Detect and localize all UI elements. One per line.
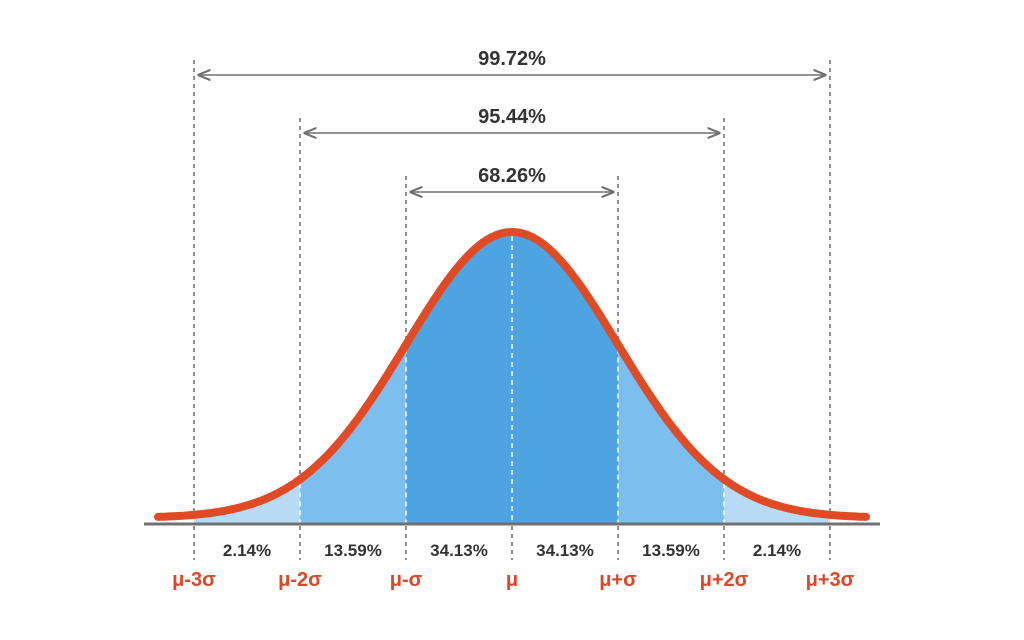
region-fill-4 — [512, 232, 618, 523]
interval-label-2: 95.44% — [478, 106, 546, 128]
interval-label-3: 68.26% — [478, 165, 546, 187]
sigma-guide-lines — [193, 60, 831, 560]
region-label-4: 34.13% — [536, 541, 594, 560]
sigma-label-2: μ-2σ — [278, 569, 322, 591]
text-labels: 99.72% 95.44% 68.26% 2.14% 13.59% 34.13% 34.13… — [172, 48, 855, 591]
region-label-3: 34.13% — [430, 541, 488, 560]
sigma-label-7: μ+3σ — [806, 569, 855, 591]
interval-arrows — [199, 75, 825, 192]
normal-curve — [154, 228, 870, 521]
sigma-label-3: μ-σ — [390, 569, 423, 591]
curve-layer — [154, 228, 870, 521]
sigma-label-6: μ+2σ — [700, 569, 749, 591]
sigma-label-5: μ+σ — [599, 569, 637, 591]
sigma-label-1: μ-3σ — [172, 569, 216, 591]
inner-sigma-lines — [299, 236, 725, 523]
sigma-label-4: μ — [506, 569, 518, 591]
region-label-5: 13.59% — [642, 541, 700, 560]
region-label-6: 2.14% — [753, 541, 801, 560]
interval-label-1: 99.72% — [478, 48, 546, 70]
region-label-1: 2.14% — [223, 541, 271, 560]
region-label-2: 13.59% — [324, 541, 382, 560]
region-fill-3 — [406, 232, 512, 523]
